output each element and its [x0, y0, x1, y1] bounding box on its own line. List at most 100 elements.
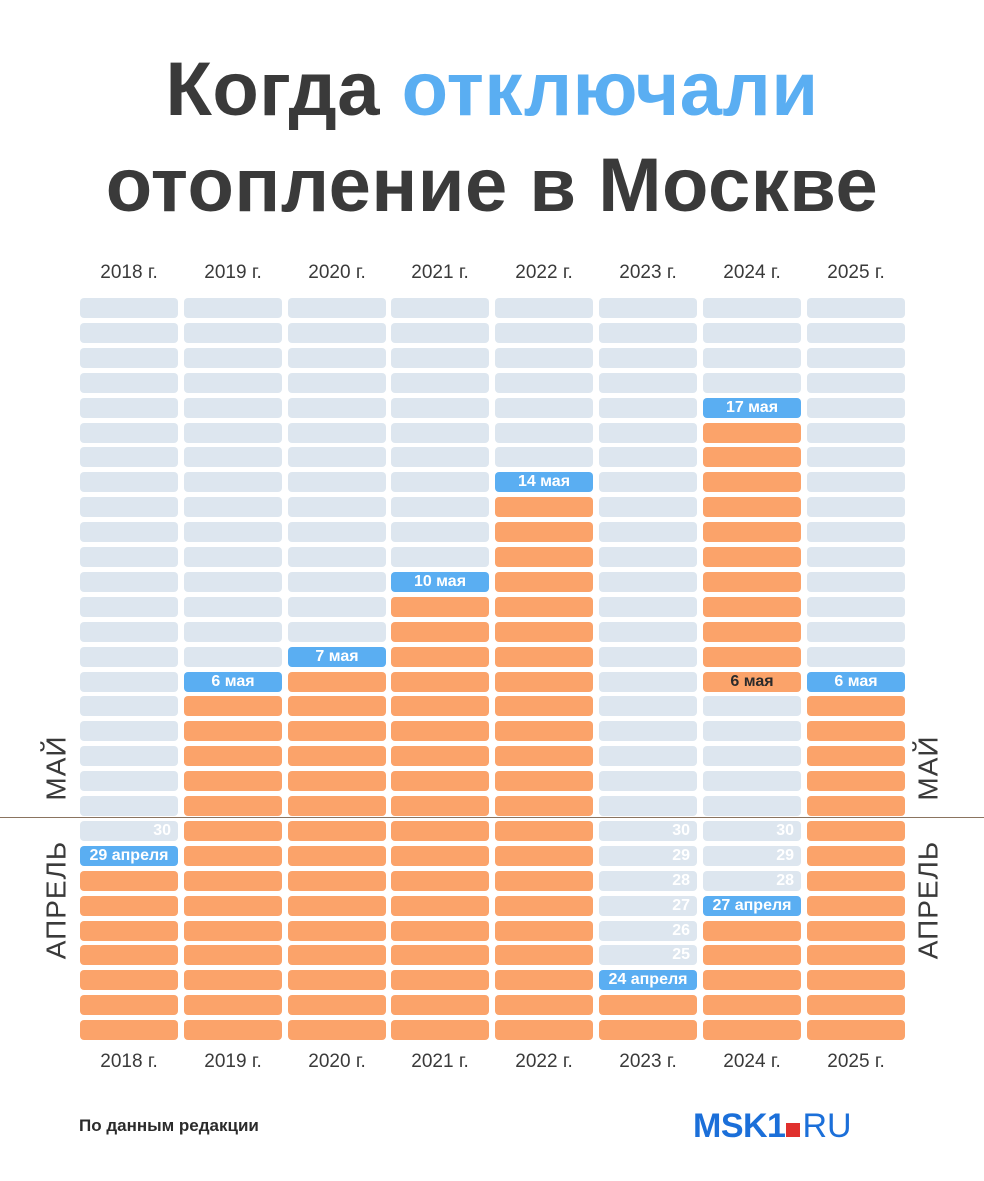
day-cell — [703, 771, 801, 791]
heating-on-cell — [391, 647, 489, 667]
heating-on-cell — [288, 970, 386, 990]
day-cell — [80, 398, 178, 418]
logo-domain: RU — [802, 1107, 852, 1145]
heating-on-cell — [184, 945, 282, 965]
heating-on-cell — [288, 821, 386, 841]
day-cell — [184, 597, 282, 617]
heating-on-cell — [288, 746, 386, 766]
year-label-bottom: 2018 г. — [100, 1051, 158, 1072]
day-cell — [288, 547, 386, 567]
day-cell — [80, 323, 178, 343]
day-cell — [80, 423, 178, 443]
title-accent-text: отключали — [401, 47, 819, 132]
heating-on-cell — [807, 995, 905, 1015]
day-cell — [184, 622, 282, 642]
day-cell — [184, 547, 282, 567]
day-cell — [288, 447, 386, 467]
day-cell — [184, 447, 282, 467]
heating-on-cell — [807, 771, 905, 791]
heating-on-cell — [495, 497, 593, 517]
heating-on-cell — [391, 622, 489, 642]
heating-on-cell — [80, 921, 178, 941]
day-cell — [80, 597, 178, 617]
day-cell — [599, 746, 697, 766]
heating-on-cell — [495, 746, 593, 766]
heating-on-cell — [80, 945, 178, 965]
heating-on-cell — [391, 970, 489, 990]
day-cell — [80, 672, 178, 692]
heating-on-cell — [184, 921, 282, 941]
day-cell — [184, 348, 282, 368]
year-label-bottom: 2022 г. — [515, 1051, 573, 1072]
day-cell — [703, 348, 801, 368]
heating-on-cell — [703, 647, 801, 667]
heating-on-cell — [184, 846, 282, 866]
month-label-april-left: АПРЕЛЬ — [39, 840, 71, 960]
day-cell — [80, 647, 178, 667]
day-cell — [495, 298, 593, 318]
day-cell: 29 — [599, 846, 697, 866]
day-cell — [184, 298, 282, 318]
year-label-bottom: 2023 г. — [619, 1051, 677, 1072]
title-text: Когда — [165, 47, 402, 132]
day-cell — [391, 423, 489, 443]
heating-on-cell — [807, 746, 905, 766]
heating-on-cell — [495, 771, 593, 791]
day-cell: 25 — [599, 945, 697, 965]
logo-brand: MSK1 — [693, 1107, 786, 1145]
heating-on-cell — [495, 721, 593, 741]
heating-on-cell — [391, 796, 489, 816]
heating-on-cell — [495, 821, 593, 841]
day-cell — [288, 398, 386, 418]
heating-on-cell — [391, 945, 489, 965]
heating-on-cell — [391, 921, 489, 941]
heating-on-cell — [80, 970, 178, 990]
highlight-date-label: 6 мая — [703, 672, 801, 692]
day-cell — [807, 323, 905, 343]
day-cell: 30 — [80, 821, 178, 841]
year-label-top: 2022 г. — [515, 262, 573, 283]
year-label-bottom: 2024 г. — [723, 1051, 781, 1072]
day-cell — [807, 447, 905, 467]
heating-on-cell — [495, 672, 593, 692]
heating-on-cell — [807, 696, 905, 716]
day-cell — [391, 298, 489, 318]
day-cell — [288, 572, 386, 592]
heating-on-cell — [599, 1020, 697, 1040]
day-cell — [391, 447, 489, 467]
day-cell — [599, 597, 697, 617]
heating-on-cell — [495, 846, 593, 866]
day-cell — [703, 696, 801, 716]
msk1-logo: MSK1 RU — [693, 1108, 852, 1144]
page-title-line-1: Когда отключали — [0, 52, 984, 128]
heating-on-cell — [703, 945, 801, 965]
heating-on-cell — [807, 896, 905, 916]
heating-on-cell — [703, 522, 801, 542]
day-cell — [184, 373, 282, 393]
heating-on-cell — [391, 871, 489, 891]
heating-on-cell — [495, 871, 593, 891]
day-cell — [703, 323, 801, 343]
day-cell — [288, 323, 386, 343]
day-cell — [80, 497, 178, 517]
day-cell: 26 — [599, 921, 697, 941]
heating-on-cell — [703, 423, 801, 443]
year-label-bottom: 2025 г. — [827, 1051, 885, 1072]
month-divider-line — [0, 817, 984, 818]
day-cell — [807, 497, 905, 517]
day-cell — [391, 522, 489, 542]
day-cell — [703, 721, 801, 741]
heating-on-cell — [80, 995, 178, 1015]
heating-on-cell — [495, 647, 593, 667]
day-cell — [807, 547, 905, 567]
end-date-label: 17 мая — [703, 398, 801, 418]
day-cell — [80, 796, 178, 816]
day-cell — [495, 423, 593, 443]
heating-on-cell — [807, 721, 905, 741]
heating-on-cell — [288, 896, 386, 916]
heating-on-cell — [495, 696, 593, 716]
heating-on-cell — [80, 871, 178, 891]
heating-on-cell — [703, 921, 801, 941]
day-cell: 28 — [599, 871, 697, 891]
heating-on-cell — [495, 572, 593, 592]
